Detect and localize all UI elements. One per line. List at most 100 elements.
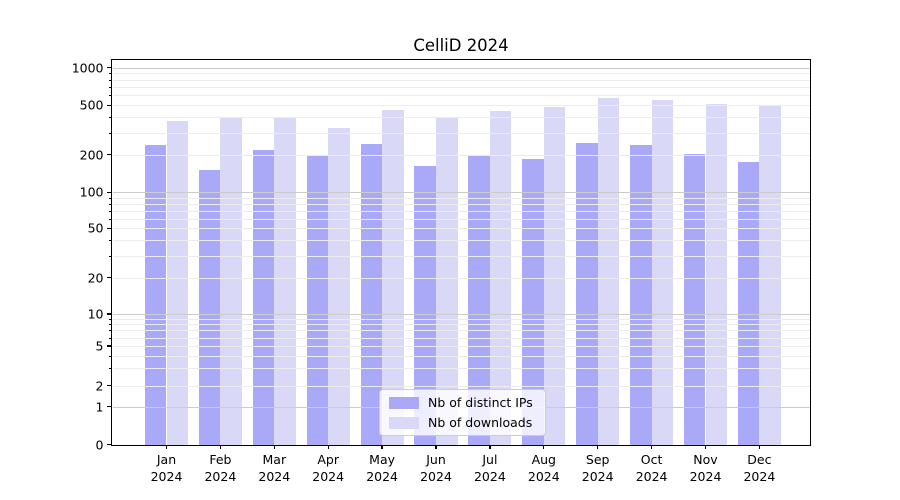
legend-label-downloads: Nb of downloads — [428, 415, 533, 430]
y-minor-tick-mark — [108, 324, 111, 326]
y-tick-label: 50 — [87, 220, 104, 236]
legend-swatch-distinct-ips — [389, 396, 419, 409]
x-tick-month-label: Sep — [585, 452, 610, 467]
x-tick-year-label: 2024 — [204, 469, 237, 484]
y-minor-tick-mark — [108, 197, 111, 199]
x-tick-label-dec: Dec 2024 — [729, 451, 789, 485]
y-tick-mark — [107, 227, 111, 229]
gridline-minor — [112, 79, 810, 81]
y-minor-tick-mark — [108, 210, 111, 212]
x-tick-month-label: Jul — [482, 452, 498, 467]
y-tick-label: 5 — [95, 338, 104, 354]
y-tick-label: 1 — [95, 399, 104, 414]
bar-downloads-aug — [543, 107, 566, 445]
y-minor-tick-mark — [108, 337, 111, 339]
legend: Nb of distinct IPs Nb of downloads — [379, 389, 546, 436]
y-tick-mark — [107, 385, 111, 387]
x-tick-year-label: 2024 — [312, 469, 345, 484]
x-tick-year-label: 2024 — [258, 469, 291, 484]
x-tick-month-label: Nov — [693, 452, 718, 467]
y-tick-label: 100 — [79, 184, 104, 200]
y-tick-label: 10 — [87, 306, 104, 322]
bar-distinct-ips-jan — [144, 144, 167, 445]
x-tick-label-may: May 2024 — [352, 451, 412, 485]
gridline-minor — [112, 240, 810, 242]
bar-downloads-oct — [651, 100, 674, 445]
x-tick-month-label: Feb — [209, 452, 232, 467]
gridline-minor — [112, 337, 810, 339]
y-tick-mark — [107, 66, 111, 69]
y-minor-tick-mark — [108, 368, 111, 370]
y-tick-mark — [107, 276, 111, 279]
x-tick-label-jul: Jul 2024 — [460, 451, 520, 485]
x-tick-mark — [597, 445, 599, 449]
bar-distinct-ips-apr — [306, 155, 329, 445]
bar-downloads-jan — [166, 121, 189, 445]
x-tick-month-label: Jun — [426, 452, 446, 467]
gridline-major — [112, 192, 810, 194]
y-tick-label: 2 — [95, 378, 104, 394]
x-tick-label-jun: Jun 2024 — [406, 451, 466, 485]
bar-distinct-ips-oct — [630, 144, 652, 445]
x-tick-mark — [704, 445, 707, 449]
gridline-minor — [112, 255, 810, 257]
y-tick-mark — [107, 405, 111, 408]
gridline-minor — [112, 277, 810, 279]
gridline-minor — [112, 154, 810, 156]
x-tick-year-label: 2024 — [635, 469, 668, 484]
bar-downloads-nov — [705, 103, 728, 445]
gridline-minor — [112, 132, 810, 134]
bar-distinct-ips-mar — [252, 149, 275, 445]
y-minor-tick-mark — [108, 86, 111, 88]
bar-downloads-feb — [220, 117, 242, 445]
legend-item-downloads: Nb of downloads — [389, 414, 545, 431]
y-minor-tick-mark — [108, 255, 111, 257]
gridline-major — [112, 67, 810, 69]
x-tick-label-mar: Mar 2024 — [244, 451, 304, 485]
gridline-minor — [112, 368, 810, 370]
x-tick-label-nov: Nov 2024 — [676, 451, 736, 485]
chart-title: CelliD 2024 — [413, 36, 509, 55]
y-tick-mark — [107, 191, 111, 193]
bar-downloads-apr — [328, 127, 350, 445]
x-tick-label-oct: Oct 2024 — [622, 451, 682, 485]
gridline-minor — [112, 73, 810, 75]
x-tick-year-label: 2024 — [420, 469, 452, 484]
x-tick-month-label: Mar — [262, 452, 287, 467]
gridline-minor — [112, 203, 810, 205]
y-tick-label: 1000 — [71, 60, 104, 76]
y-tick-mark — [107, 313, 111, 315]
x-tick-mark — [758, 445, 761, 449]
gridline-minor — [112, 218, 810, 220]
x-tick-month-label: Aug — [531, 452, 556, 467]
bar-downloads-dec — [759, 104, 781, 445]
x-tick-month-label: May — [369, 452, 396, 467]
x-tick-year-label: 2024 — [527, 469, 560, 484]
y-minor-tick-mark — [108, 240, 111, 242]
x-tick-mark — [650, 445, 653, 449]
y-tick-mark — [107, 104, 111, 106]
gridline-minor — [112, 330, 810, 332]
legend-swatch-downloads — [389, 416, 419, 429]
x-tick-label-sep: Sep 2024 — [568, 451, 628, 485]
gridline-major — [112, 314, 810, 315]
x-tick-mark — [435, 445, 437, 449]
bar-downloads-mar — [274, 118, 296, 445]
x-tick-label-feb: Feb 2024 — [190, 451, 250, 485]
legend-item-distinct-ips: Nb of distinct IPs — [389, 394, 545, 411]
gridline-minor — [112, 385, 810, 387]
x-tick-mark — [381, 445, 383, 449]
y-tick-label: 200 — [79, 147, 104, 163]
gridline-minor — [112, 86, 810, 88]
y-tick-mark — [107, 443, 111, 446]
y-minor-tick-mark — [108, 79, 111, 81]
gridline-minor — [112, 228, 810, 230]
x-tick-mark — [489, 445, 491, 449]
x-tick-year-label: 2024 — [581, 469, 614, 484]
y-minor-tick-mark — [108, 73, 111, 75]
x-tick-label-jan: Jan 2024 — [137, 451, 197, 485]
gridline-minor — [112, 210, 810, 212]
bar-downloads-jun — [436, 117, 458, 445]
gridline-minor — [112, 117, 810, 119]
